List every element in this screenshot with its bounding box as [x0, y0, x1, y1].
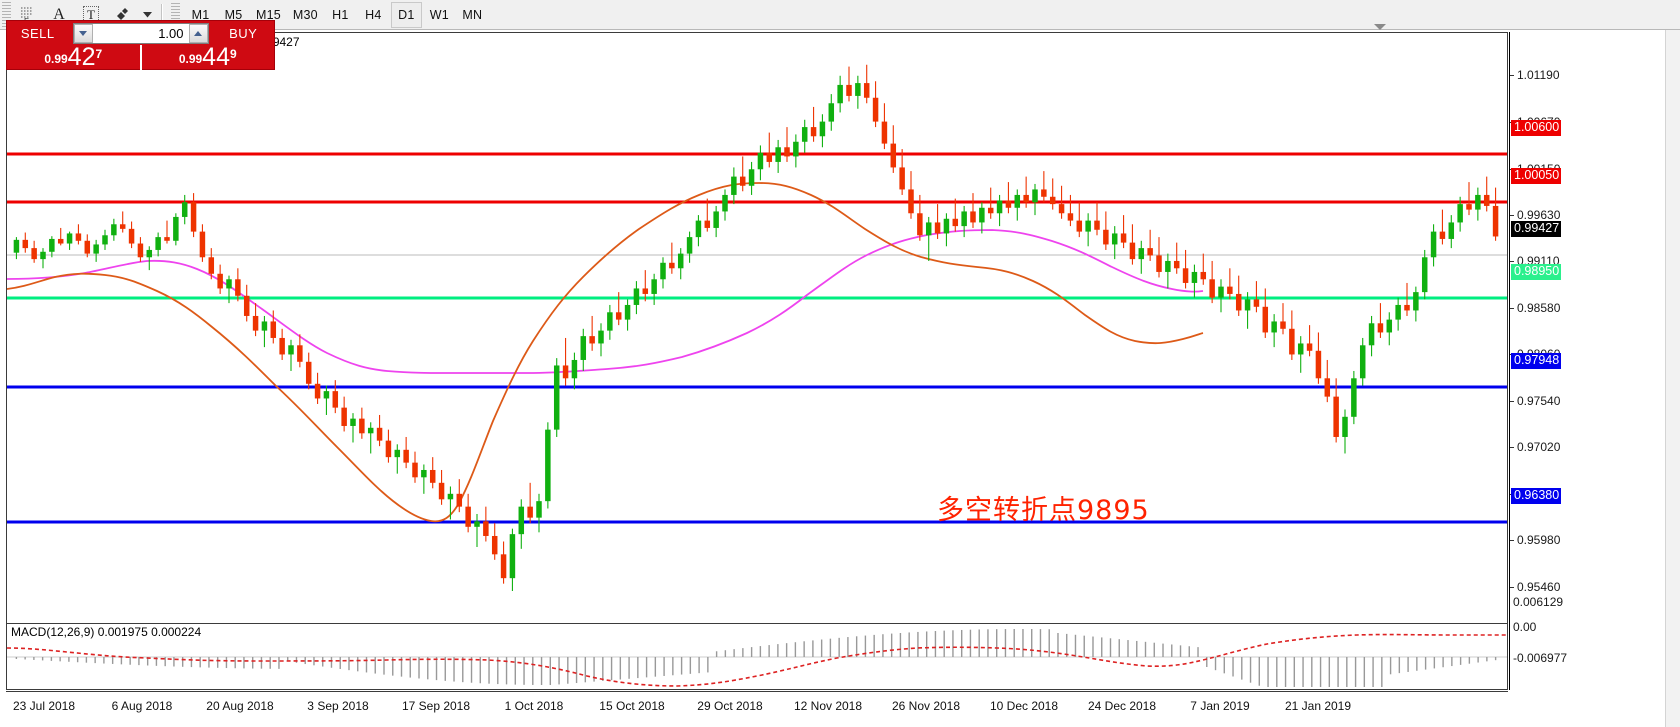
timeframe-d1[interactable]: D1 [390, 1, 422, 28]
timeframe-h4[interactable]: H4 [365, 7, 382, 22]
macd-chart-svg [7, 629, 1507, 687]
chart-annotation-text: 多空转折点9895 [937, 495, 1150, 526]
date-tick: 21 Jan 2019 [1284, 699, 1352, 713]
timeframe-w1[interactable]: W1 [429, 7, 449, 22]
volume-input[interactable]: 1.00 [92, 23, 189, 43]
price-tick: 1.01190 [1510, 68, 1560, 82]
candlestick-series [13, 64, 1499, 591]
date-tick: 23 Jul 2018 [12, 699, 76, 713]
sell-price-prefix: 0.99 [44, 52, 68, 66]
date-tick: 26 Nov 2018 [891, 699, 961, 713]
buy-price-quote[interactable]: 0.99 44 9 [139, 43, 275, 71]
macd-plot-area[interactable] [7, 626, 1507, 689]
macd-histogram [15, 629, 1497, 687]
buy-button[interactable]: BUY [229, 25, 258, 41]
volume-decrease-button[interactable] [73, 23, 93, 43]
left-margin-strip [0, 30, 5, 690]
timeframe-mn[interactable]: MN [462, 7, 483, 22]
toolbar-separator [161, 3, 163, 26]
price-tick: 0.99630 [1509, 208, 1561, 222]
macd-scale-axis: 0.006129 0.00 -0.006977 [1509, 592, 1609, 690]
price-tick: 0.98580 [1509, 301, 1561, 315]
buy-price-point: 9 [229, 47, 237, 61]
price-tick: 0.95980 [1509, 533, 1561, 547]
volume-increase-button[interactable] [188, 23, 208, 43]
price-level-label-098950[interactable]: 0.98950 [1511, 264, 1562, 280]
date-tick: 24 Dec 2018 [1087, 699, 1157, 713]
current-bid-label: 0.99427 [1511, 221, 1562, 237]
price-level-label-097948[interactable]: 0.97948 [1511, 353, 1562, 369]
date-tick: 15 Oct 2018 [599, 699, 665, 713]
date-tick: 10 Dec 2018 [989, 699, 1059, 713]
vertical-scrollbar[interactable] [1665, 30, 1680, 727]
date-tick: 6 Aug 2018 [111, 699, 173, 713]
macd-tick: -0.006977 [1513, 651, 1568, 665]
macd-signal-line [7, 633, 1507, 687]
timeframe-h1[interactable]: H1 [332, 7, 349, 22]
macd-tick: 0.00 [1513, 620, 1537, 634]
sell-price-main: 42 [67, 43, 96, 71]
timeframe-m1[interactable]: M1 [191, 7, 210, 22]
date-tick: 29 Oct 2018 [697, 699, 763, 713]
dropdown-arrow-icon[interactable] [140, 2, 154, 28]
date-tick: 7 Jan 2019 [1190, 699, 1250, 713]
sell-button[interactable]: SELL [20, 25, 55, 41]
one-click-trading-panel[interactable]: SELL 1.00 BUY 0.99 42 7 0.99 44 9 [6, 20, 275, 70]
sell-price-quote[interactable]: 0.99 42 7 [7, 45, 140, 70]
ma-slow-line [7, 229, 1204, 374]
chart-window: USDCHF-,Daily 0.99438 0.99464 0.99412 0.… [6, 32, 1508, 690]
toolbar-drag-grip[interactable] [2, 1, 11, 28]
quotes-row: 0.99 42 7 0.99 44 9 [7, 45, 274, 70]
shapes-icon[interactable] [108, 2, 138, 28]
price-scale-axis[interactable]: 1.01190 1.00670 1.00150 0.99630 0.99110 … [1509, 32, 1599, 690]
price-plot-area[interactable]: 多空转折点9895 [7, 51, 1507, 624]
timeframe-m5[interactable]: M5 [224, 7, 243, 22]
buy-price-main: 44 [202, 43, 230, 71]
macd-tick: 0.006129 [1513, 595, 1564, 609]
ma-fast-line [7, 182, 1204, 523]
timeframe-drag-grip[interactable] [171, 2, 180, 27]
macd-pane-divider [7, 623, 1507, 624]
buy-price-prefix: 0.99 [178, 52, 203, 66]
price-level-label-096380[interactable]: 0.96380 [1511, 488, 1562, 504]
date-tick: 3 Sep 2018 [307, 699, 369, 713]
timeframe-m15[interactable]: M15 [256, 7, 281, 22]
price-level-label-100050[interactable]: 1.00050 [1511, 168, 1562, 184]
timeframe-m30[interactable]: M30 [292, 7, 318, 22]
date-tick: 12 Nov 2018 [793, 699, 863, 713]
volume-stepper[interactable]: 1.00 [72, 22, 209, 44]
price-tick: 0.95460 [1509, 580, 1561, 594]
sell-price-point: 7 [95, 47, 103, 61]
text-label-icon[interactable]: A [53, 5, 65, 23]
price-tick: 0.97020 [1509, 440, 1561, 454]
date-axis: 23 Jul 2018 6 Aug 2018 20 Aug 2018 3 Sep 20… [6, 691, 1508, 717]
date-tick: 17 Sep 2018 [401, 699, 471, 713]
price-level-label-100600[interactable]: 1.00600 [1511, 120, 1562, 136]
price-tick: 0.97540 [1509, 394, 1561, 408]
macd-header-label: MACD(12,26,9) 0.001975 0.000224 [11, 625, 202, 639]
chart-collapse-arrow-icon[interactable] [1374, 24, 1386, 30]
date-tick: 20 Aug 2018 [206, 699, 274, 713]
date-tick: 1 Oct 2018 [504, 699, 564, 713]
trade-controls-row: SELL 1.00 BUY [7, 21, 274, 45]
main-toolbar: F A T M1 M5 M15 M30 H1 H4 D1 W1 MN [0, 0, 1680, 30]
price-chart-svg [7, 64, 1507, 591]
